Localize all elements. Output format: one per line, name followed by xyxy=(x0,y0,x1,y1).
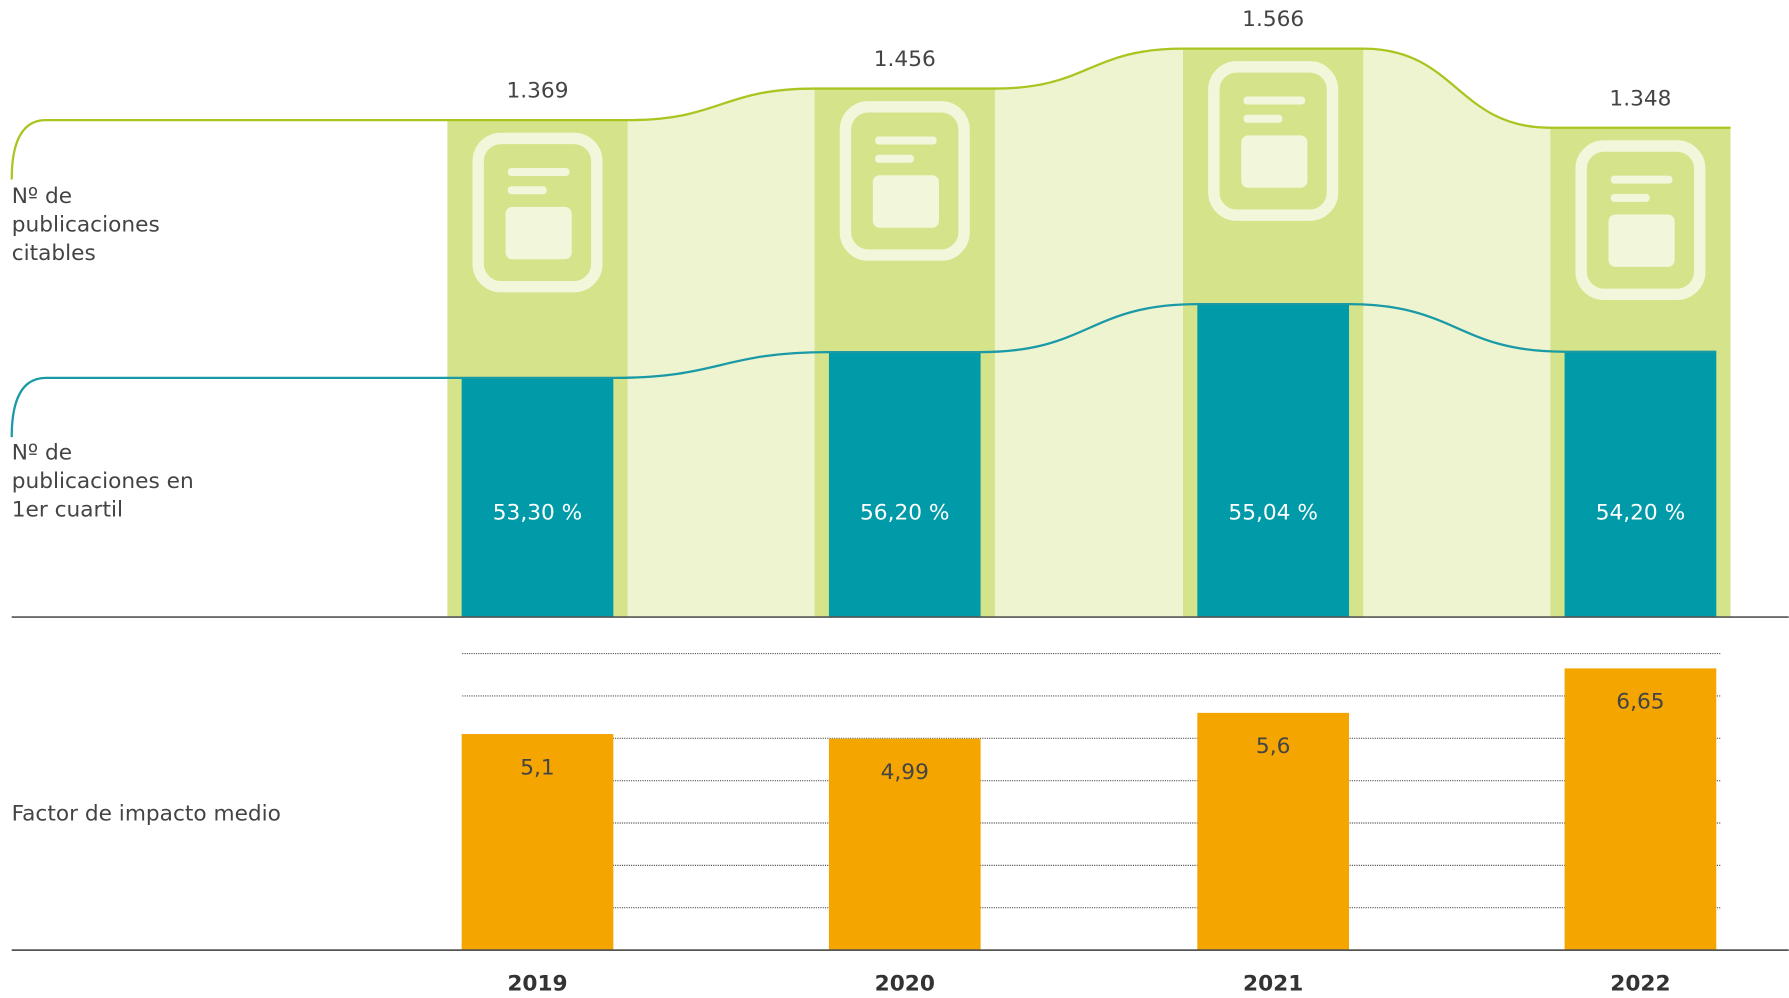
band-area xyxy=(447,48,1731,618)
x-tick-label: 2022 xyxy=(1610,971,1670,996)
value-label: 4,99 xyxy=(881,760,929,785)
icon-line xyxy=(1610,175,1673,184)
icon-line xyxy=(507,168,570,177)
icon-line xyxy=(1243,114,1283,123)
icon-line xyxy=(1243,96,1306,105)
icon-frame xyxy=(1208,61,1339,221)
icon-line xyxy=(875,154,914,163)
x-tick-label: 2021 xyxy=(1243,971,1303,996)
series-label-box: Nº de publicaciones en 1er cuartil xyxy=(11,440,194,523)
series-line xyxy=(10,47,1731,180)
x-tick-label: 2019 xyxy=(507,971,567,996)
icon-block xyxy=(505,206,572,260)
series-line xyxy=(10,303,1717,438)
value-label: 6,65 xyxy=(1616,690,1664,715)
icon-frame xyxy=(1575,140,1706,300)
bar xyxy=(1564,668,1717,951)
share-label: 55,04 % xyxy=(1228,500,1317,525)
icon-frame xyxy=(472,132,603,293)
bar xyxy=(1197,712,1350,951)
bar xyxy=(461,377,614,618)
chart-title: Factor de impacto medio xyxy=(12,801,281,826)
icon xyxy=(1208,61,1339,221)
value-label: 1.456 xyxy=(874,47,936,72)
value-label: 5,1 xyxy=(520,755,554,780)
series-label: Nº de publicaciones citables xyxy=(11,183,160,266)
value-label: 5,6 xyxy=(1256,734,1290,759)
series-label-box: Nº de publicaciones citables xyxy=(11,183,160,266)
bar xyxy=(828,738,981,951)
series-label: Nº de publicaciones en 1er cuartil xyxy=(11,440,194,523)
icon-line xyxy=(507,186,547,195)
value-label: 1.369 xyxy=(507,79,569,104)
value-label: 1.348 xyxy=(1609,86,1671,111)
bar xyxy=(1564,351,1717,618)
icon-block xyxy=(872,175,939,228)
icon-line xyxy=(1610,193,1650,202)
value-label: 1.566 xyxy=(1242,7,1304,32)
bar xyxy=(828,352,981,618)
share-label: 54,20 % xyxy=(1596,500,1685,525)
icon-line xyxy=(875,136,937,145)
bar xyxy=(461,734,614,951)
bar xyxy=(1197,304,1350,618)
icon xyxy=(472,132,603,293)
icon-block xyxy=(1241,135,1308,188)
icon-frame xyxy=(839,101,970,261)
share-label: 53,30 % xyxy=(493,500,582,525)
x-tick-label: 2020 xyxy=(875,971,935,996)
icon-block xyxy=(1608,214,1675,267)
share-label: 56,20 % xyxy=(860,500,949,525)
icon xyxy=(1575,140,1706,300)
icon xyxy=(839,101,970,261)
